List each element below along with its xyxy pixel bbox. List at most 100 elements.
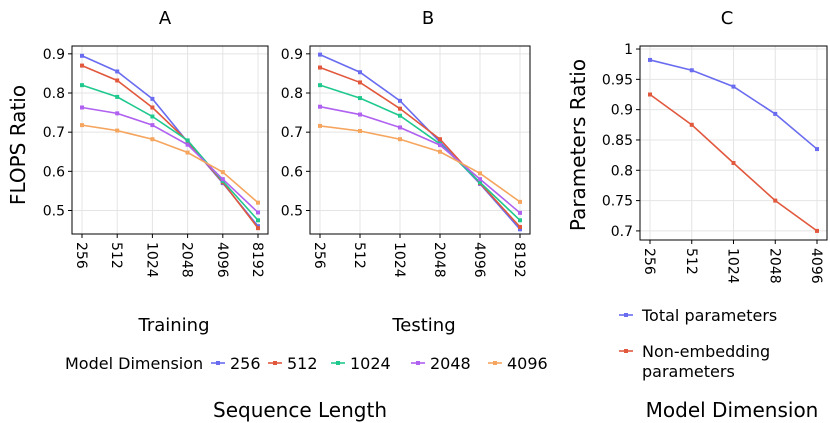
panel-a-x-tick-label: 256 — [73, 242, 89, 269]
legend-item-2048: 2048 — [411, 354, 471, 373]
panel-a-data-point-4096 — [150, 137, 155, 142]
panel-c-data-point-non-embedding-parameters — [731, 161, 736, 166]
panel-b-data-point-4096 — [398, 137, 402, 142]
panel-c-data-point-total-parameters — [773, 111, 778, 116]
panel-b-data-point-1024 — [318, 83, 322, 88]
panel-c-x-tick-label: 1024 — [725, 248, 741, 284]
panel-a-subtitle: Training — [137, 315, 209, 336]
panel-a-y-tick-label: 0.5 — [43, 204, 65, 220]
panel-b-data-point-1024 — [518, 218, 522, 223]
panel-c-x-tick-label: 512 — [683, 248, 699, 275]
panel-a-data-point-1024 — [80, 83, 84, 88]
panel-c-plot: 0.7 0.75 0.8 0.85 0.9 0.95 1 256 512 1024 2048 4096 — [602, 42, 828, 284]
panel-b-data-point-2048 — [518, 210, 522, 215]
panel-b-y-tick-label: 0.7 — [281, 125, 303, 141]
panel-a-data-point-4096 — [256, 200, 260, 205]
panel-a-x-tick-label: 512 — [108, 242, 124, 269]
panel-b-x-tick-label: 8192 — [511, 242, 527, 278]
legend-label-1024: 1024 — [350, 354, 391, 373]
panel-a-x-tick-label: 1024 — [143, 242, 159, 278]
panel-a-series-line-512 — [81, 64, 259, 229]
panel-a-data-point-2048 — [185, 142, 190, 147]
panel-a-grid — [72, 46, 268, 234]
panel-a-y-tick-label: 0.9 — [43, 47, 65, 63]
panel-c-y-tick-label: 0.9 — [611, 103, 633, 119]
panel-b-data-point-4096 — [318, 123, 322, 128]
legend-item-512: 512 — [268, 354, 318, 373]
panel-b-y-tick-label: 0.5 — [281, 204, 303, 220]
panel-b-data-point-1024 — [358, 96, 362, 101]
legend-c-swatch-point-non-embedding-parameters — [624, 349, 628, 353]
panel-a-data-point-512 — [150, 105, 155, 110]
panel-a-data-point-256 — [150, 96, 155, 101]
panel-c-series-non-embedding-parameters — [648, 92, 819, 233]
panel-c-x-tick-label: 4096 — [808, 248, 824, 284]
panel-a-x-tick-label: 4096 — [214, 242, 230, 278]
panel-b-data-point-4096 — [478, 171, 482, 176]
panel-a-title: A — [159, 8, 172, 29]
panel-b-series-line-256 — [319, 53, 521, 230]
panel-a-series-line-4096 — [81, 124, 259, 204]
panel-b-data-point-4096 — [358, 128, 362, 133]
panel-b-series-line-2048 — [319, 105, 521, 214]
panel-b-series-256 — [318, 52, 522, 232]
panel-c-y-tick-label: 0.7 — [611, 224, 633, 240]
panel-c-data-point-non-embedding-parameters — [815, 228, 819, 233]
panel-b-y-tick-label: 0.6 — [281, 164, 303, 180]
panel-c-x-tick-label: 256 — [641, 248, 657, 275]
panel-c-data-point-total-parameters — [689, 68, 694, 73]
panel-b-data-point-2048 — [438, 143, 442, 148]
panel-c-data-point-total-parameters — [731, 84, 736, 89]
panel-a-data-point-4096 — [115, 128, 120, 133]
panel-c-grid — [640, 46, 827, 240]
x-axis-title-model-dimension: Model Dimension — [646, 398, 819, 422]
panel-a-data-point-2048 — [220, 177, 225, 182]
panel-b-series-line-4096 — [319, 125, 521, 203]
panel-a-frame — [71, 45, 269, 235]
panel-c-series-total-parameters — [648, 57, 819, 152]
panel-b-data-point-512 — [318, 65, 322, 70]
panel-a-series-1024 — [80, 83, 260, 223]
panel-b-data-point-256 — [358, 70, 362, 75]
panel-a-data-point-256 — [80, 53, 84, 58]
panel-c-data-point-total-parameters — [815, 147, 819, 152]
panel-a-data-point-1024 — [150, 114, 155, 119]
panel-b-y-tick-label: 0.9 — [281, 47, 303, 63]
panel-b-x-tick-label: 4096 — [471, 242, 487, 278]
panel-a-data-point-256 — [115, 69, 120, 74]
legend-title: Model Dimension — [65, 354, 203, 373]
panel-b-data-point-2048 — [318, 104, 322, 109]
panel-a-y-tick-label: 0.8 — [43, 86, 65, 102]
legend-label-256: 256 — [230, 354, 261, 373]
panel-a-data-point-512 — [80, 63, 84, 68]
panel-b-data-point-4096 — [518, 199, 522, 204]
y-axis-title-flops: FLOPS Ratio — [6, 85, 30, 205]
legend-swatch-point-1024 — [336, 361, 340, 365]
panel-b-data-point-512 — [438, 137, 442, 142]
legend-nonemb-label-line2: parameters — [642, 362, 735, 381]
panel-b-subtitle: Testing — [391, 315, 455, 336]
panel-b-title: B — [422, 8, 434, 29]
panel-a-data-point-2048 — [115, 111, 120, 116]
panel-c-x-tick-label: 2048 — [766, 248, 782, 284]
panel-b-series-line-1024 — [319, 84, 521, 221]
legend-label-512: 512 — [287, 354, 318, 373]
legend-model-dimension: Model Dimension 256 512 1024 2048 4096 — [65, 354, 548, 373]
legend-label-2048: 2048 — [430, 354, 471, 373]
panel-a-plot: 0.5 0.6 0.7 0.8 0.9 256 512 1024 2048 4096 8192 — [43, 45, 269, 278]
panel-a-data-point-4096 — [185, 150, 190, 155]
panel-b-data-point-512 — [398, 106, 402, 111]
legend-label-4096: 4096 — [507, 354, 548, 373]
panel-c-y-tick-label: 0.75 — [602, 194, 633, 210]
panel-a-data-point-4096 — [220, 170, 225, 175]
panel-b-series-line-512 — [319, 66, 521, 228]
panel-a-data-point-1024 — [185, 138, 190, 143]
panel-b-x-tick-label: 1024 — [391, 242, 407, 278]
panel-c-y-tick-label: 0.8 — [611, 163, 633, 179]
panel-b-y-tick-label: 0.8 — [281, 86, 303, 102]
panel-c-y-tick-label: 0.95 — [602, 72, 633, 88]
panel-b-data-point-1024 — [398, 113, 402, 118]
panel-c-y-tick-label: 1 — [624, 42, 633, 58]
panel-b-data-point-1024 — [478, 180, 482, 185]
legend-swatch-point-4096 — [493, 361, 497, 365]
